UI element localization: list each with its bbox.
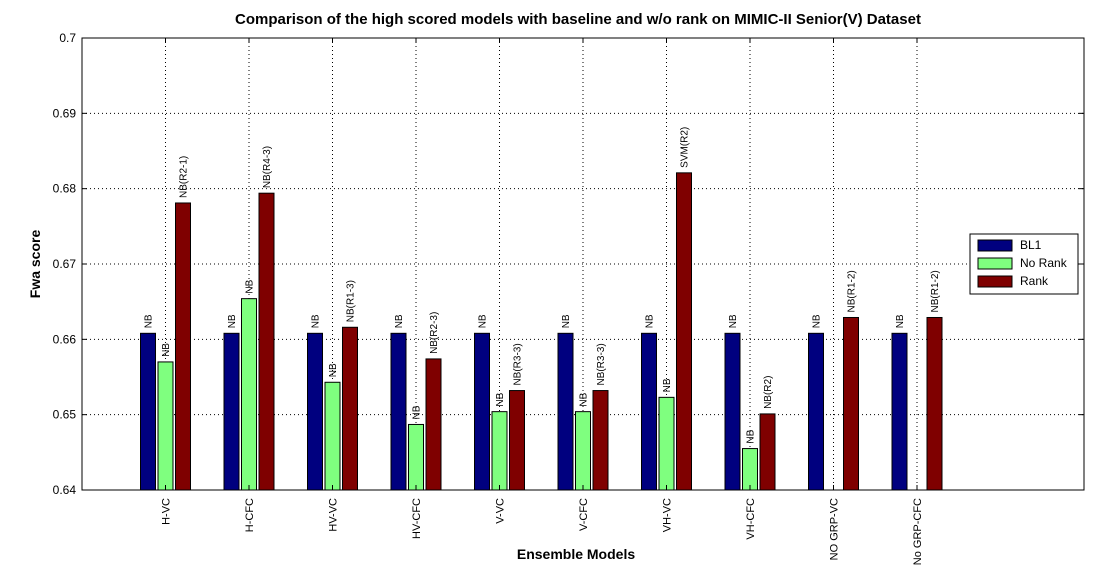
y-tick-label: 0.69	[53, 106, 77, 120]
bar-data-label: NB	[645, 314, 656, 328]
legend-swatch	[977, 275, 1013, 288]
bar-data-label: NB(R3-3)	[596, 343, 607, 385]
x-tick-label: HV-VC	[328, 498, 340, 532]
bar-data-label: NB	[728, 314, 739, 328]
bar-data-label: NB	[311, 314, 322, 328]
bar-rank	[425, 358, 442, 491]
x-tick-label: V-VC	[495, 498, 507, 524]
x-tick-label: VH-CFC	[745, 498, 757, 540]
bar-data-label: NB(R1-2)	[930, 270, 941, 312]
bar-data-label: NB	[746, 429, 757, 443]
bar-bl1	[557, 332, 574, 491]
bar-bl1	[724, 332, 741, 491]
bar-data-label: NB	[161, 343, 172, 357]
bar-bl1	[808, 332, 824, 491]
y-tick-label: 0.67	[53, 257, 77, 271]
bar-rank	[592, 390, 609, 491]
axes: 0.64 0.65 0.66 0.67 0.68 0.69 0.7 H-VC H-CFC HV-V…	[53, 31, 1084, 565]
bar-data-label: NB	[328, 363, 339, 377]
legend-label: BL1	[1020, 238, 1042, 252]
bar-data-label: NB	[895, 314, 906, 328]
bar-data-label: NB	[579, 392, 590, 406]
bar-labels: NB NB NB(R2-1) NB NB NB(R4-3) NB NB NB(R1-3) NB NB…	[144, 127, 942, 444]
bar-rank	[926, 316, 943, 491]
x-tick-label: VH-VC	[662, 498, 674, 532]
y-tick-label: 0.64	[53, 483, 77, 497]
x-tick-label: NO GRP-VC	[829, 498, 841, 560]
bar-data-label: NB(R1-2)	[847, 270, 858, 312]
bar-data-label: NB	[662, 378, 673, 392]
y-tick-label: 0.66	[53, 332, 77, 346]
bar-bl1	[390, 332, 407, 491]
x-tick-label: HV-CFC	[411, 498, 423, 539]
bar-no-rank	[324, 381, 341, 491]
bar-rank	[175, 202, 191, 491]
bar-bl1	[891, 332, 908, 491]
bar-no-rank	[575, 411, 591, 491]
bar-bl1	[140, 332, 156, 491]
y-axis-label: Fwa score	[27, 230, 43, 299]
x-tick-label: H-VC	[161, 498, 173, 525]
bar-data-label: NB(R4-3)	[262, 146, 273, 188]
bar-no-rank	[408, 423, 424, 491]
bar-data-label: NB(R2)	[763, 376, 774, 409]
bar-data-label: NB	[227, 314, 238, 328]
bar-data-label: NB(R1-3)	[346, 280, 357, 322]
bar-no-rank	[658, 396, 675, 491]
y-tick-label: 0.68	[53, 182, 77, 196]
bar-no-rank	[157, 361, 174, 491]
bar-data-label: NB	[478, 314, 489, 328]
bar-data-label: NB	[245, 279, 256, 293]
bar-data-label: NB(R2-1)	[179, 156, 190, 198]
bar-no-rank	[742, 448, 758, 491]
bar-rank	[676, 172, 692, 491]
x-tick-label: V-CFC	[578, 498, 590, 531]
bar-data-label: NB	[495, 392, 506, 406]
y-tick-label: 0.7	[59, 31, 76, 45]
bar-rank	[342, 326, 358, 491]
bar-rank	[843, 316, 859, 491]
bar-rank	[258, 192, 275, 491]
chart-title: Comparison of the high scored models wit…	[235, 11, 921, 28]
bar-bl1	[223, 332, 240, 491]
bar-rank	[509, 390, 525, 491]
legend: BL1 No Rank Rank	[969, 233, 1079, 295]
bar-bl1	[641, 332, 657, 491]
bar-data-label: NB	[144, 314, 155, 328]
bar-bl1	[474, 332, 490, 491]
bar-data-label: NB(R3-3)	[513, 343, 524, 385]
bar-no-rank	[491, 411, 508, 491]
x-tick-label: No GRP-CFC	[912, 498, 924, 565]
legend-swatch	[977, 239, 1013, 252]
x-tick-label: H-CFC	[244, 498, 256, 532]
legend-label: Rank	[1020, 274, 1049, 288]
y-tick-label: 0.65	[53, 408, 77, 422]
bar-data-label: NB	[394, 314, 405, 328]
bar-data-label: NB	[812, 314, 823, 328]
bar-no-rank	[241, 298, 257, 491]
bar-data-label: NB	[412, 405, 423, 419]
bar-data-label: NB(R2-3)	[429, 312, 440, 354]
bar-bl1	[307, 332, 323, 491]
legend-label: No Rank	[1020, 256, 1068, 270]
x-axis-label: Ensemble Models	[517, 546, 635, 562]
bar-data-label: SVM(R2)	[680, 127, 691, 168]
bar-data-label: NB	[561, 314, 572, 328]
bar-rank	[759, 413, 776, 491]
legend-swatch	[977, 257, 1013, 270]
